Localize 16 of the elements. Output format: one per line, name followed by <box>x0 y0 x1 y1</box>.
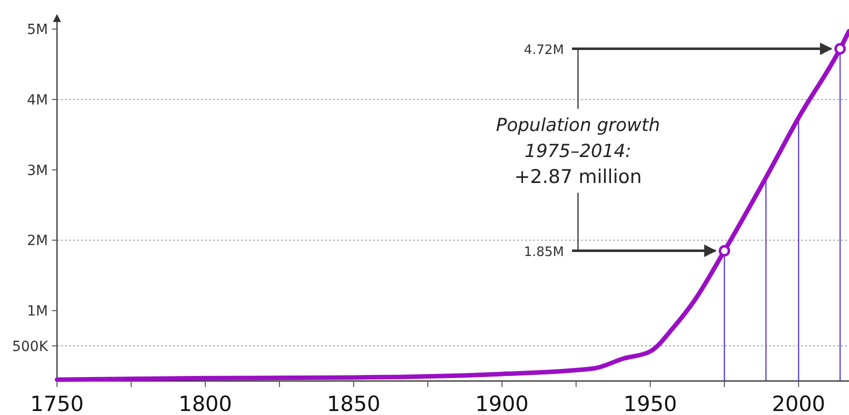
x-tick-label: 1950 <box>624 392 677 415</box>
y-tick-label: 2M <box>27 233 48 250</box>
x-tick-label: 1800 <box>178 392 232 415</box>
y-tick-label: 1M <box>27 304 48 320</box>
y-tick-label: 5M <box>27 22 48 38</box>
x-tick-label: 1900 <box>475 392 529 415</box>
x-tick-label: 1850 <box>326 392 380 415</box>
y-tick-label: 4M <box>27 92 48 108</box>
y-tick-label: 500K <box>12 338 49 355</box>
y-tick-label: 3M <box>27 162 48 179</box>
annotation: +2.87 million <box>514 166 642 188</box>
annotation: Population growth 1975–2014: <box>496 114 660 162</box>
x-tick-label: 2000 <box>772 392 826 415</box>
data-label: 1.85M <box>524 244 564 260</box>
data-label: 4.72M <box>524 42 564 58</box>
x-tick-label: 1750 <box>30 392 84 415</box>
